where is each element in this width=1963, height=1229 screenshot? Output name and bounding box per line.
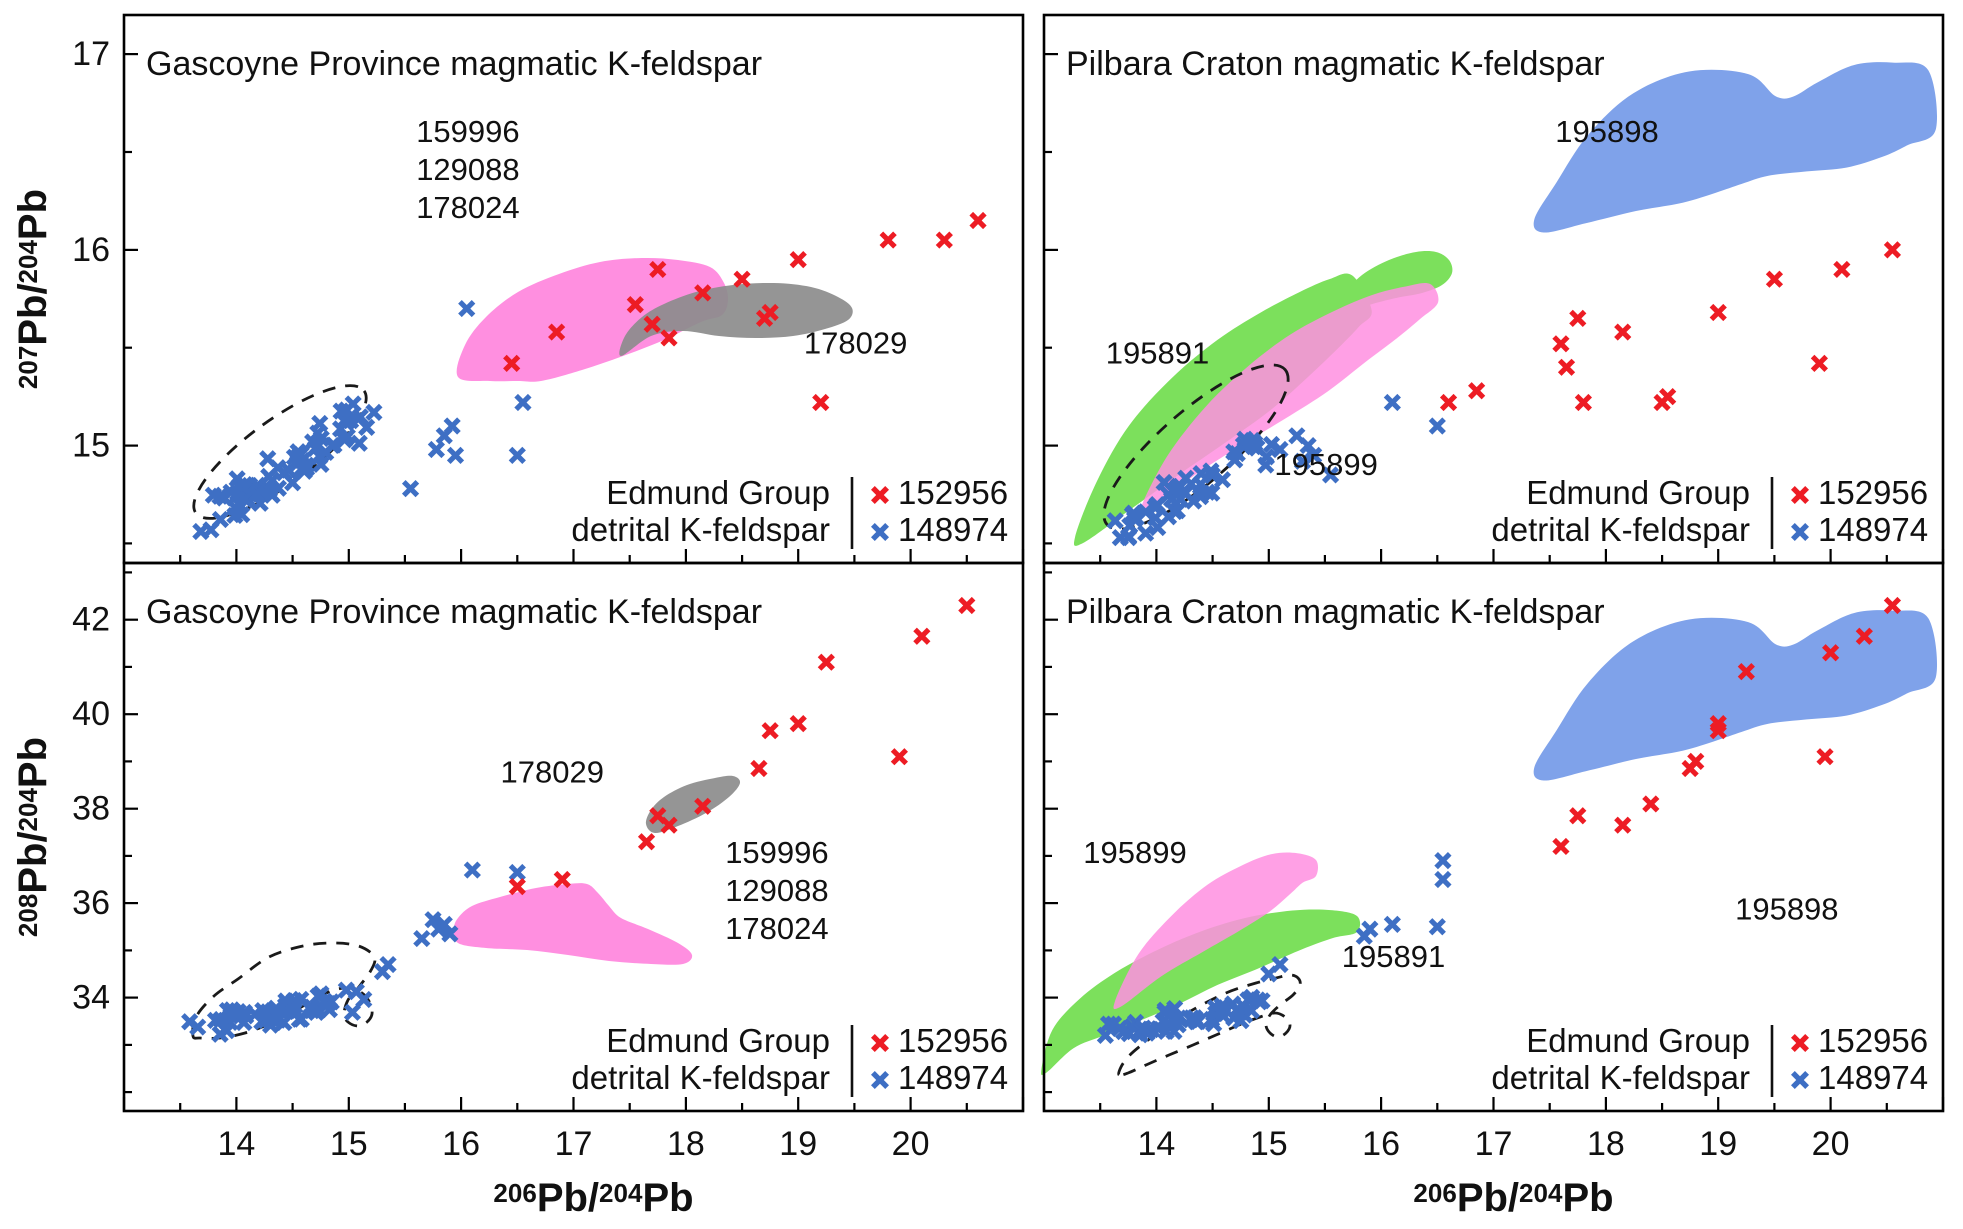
- svg-text:148974: 148974: [1818, 511, 1928, 548]
- svg-text:148974: 148974: [898, 511, 1008, 548]
- svg-text:129088: 129088: [725, 873, 828, 908]
- svg-text:Gascoyne Province magmatic K-f: Gascoyne Province magmatic K-feldspar: [146, 45, 762, 83]
- svg-text:195898: 195898: [1555, 114, 1658, 149]
- svg-text:18: 18: [1587, 1125, 1625, 1163]
- svg-text:152956: 152956: [898, 474, 1008, 511]
- svg-text:42: 42: [72, 601, 110, 639]
- svg-text:148974: 148974: [898, 1059, 1008, 1096]
- svg-text:178029: 178029: [501, 755, 604, 790]
- svg-text:178024: 178024: [416, 190, 519, 225]
- svg-text:19: 19: [1699, 1125, 1737, 1163]
- svg-text:15: 15: [330, 1125, 368, 1163]
- svg-text:Pilbara Craton magmatic K-feld: Pilbara Craton magmatic K-feldspar: [1066, 45, 1605, 83]
- svg-text:195891: 195891: [1342, 939, 1445, 974]
- svg-text:18: 18: [667, 1125, 705, 1163]
- svg-text:34: 34: [72, 979, 110, 1017]
- svg-text:159996: 159996: [416, 114, 519, 149]
- svg-text:16: 16: [1362, 1125, 1400, 1163]
- svg-text:159996: 159996: [725, 835, 828, 870]
- svg-text:Edmund Group: Edmund Group: [1526, 1022, 1750, 1059]
- svg-text:Edmund Group: Edmund Group: [606, 1022, 830, 1059]
- svg-text:148974: 148974: [1818, 1059, 1928, 1096]
- svg-text:152956: 152956: [898, 1022, 1008, 1059]
- svg-text:195898: 195898: [1735, 892, 1838, 927]
- svg-text:195899: 195899: [1083, 835, 1186, 870]
- svg-text:195891: 195891: [1106, 335, 1209, 370]
- svg-text:Edmund Group: Edmund Group: [606, 474, 830, 511]
- svg-text:129088: 129088: [416, 152, 519, 187]
- svg-text:20: 20: [1812, 1125, 1850, 1163]
- svg-text:178029: 178029: [804, 326, 907, 361]
- svg-text:16: 16: [72, 231, 110, 269]
- svg-text:152956: 152956: [1818, 1022, 1928, 1059]
- svg-text:38: 38: [72, 790, 110, 828]
- svg-text:19: 19: [779, 1125, 817, 1163]
- svg-text:36: 36: [72, 884, 110, 922]
- svg-text:40: 40: [72, 695, 110, 733]
- svg-text:17: 17: [1475, 1125, 1513, 1163]
- svg-text:14: 14: [1137, 1125, 1175, 1163]
- svg-text:Gascoyne Province magmatic K-f: Gascoyne Province magmatic K-feldspar: [146, 593, 762, 631]
- svg-text:Edmund Group: Edmund Group: [1526, 474, 1750, 511]
- svg-text:195899: 195899: [1274, 447, 1377, 482]
- svg-text:17: 17: [555, 1125, 593, 1163]
- svg-text:15: 15: [1250, 1125, 1288, 1163]
- svg-text:detrital K-feldspar: detrital K-feldspar: [571, 1059, 830, 1096]
- svg-text:detrital K-feldspar: detrital K-feldspar: [1491, 1059, 1750, 1096]
- svg-text:15: 15: [72, 427, 110, 465]
- svg-text:152956: 152956: [1818, 474, 1928, 511]
- svg-text:16: 16: [442, 1125, 480, 1163]
- svg-text:Pilbara Craton magmatic K-feld: Pilbara Craton magmatic K-feldspar: [1066, 593, 1605, 631]
- svg-text:14: 14: [217, 1125, 255, 1163]
- svg-text:17: 17: [72, 35, 110, 73]
- svg-text:20: 20: [892, 1125, 930, 1163]
- svg-text:detrital K-feldspar: detrital K-feldspar: [1491, 511, 1750, 548]
- svg-text:178024: 178024: [725, 911, 828, 946]
- svg-text:detrital K-feldspar: detrital K-feldspar: [571, 511, 830, 548]
